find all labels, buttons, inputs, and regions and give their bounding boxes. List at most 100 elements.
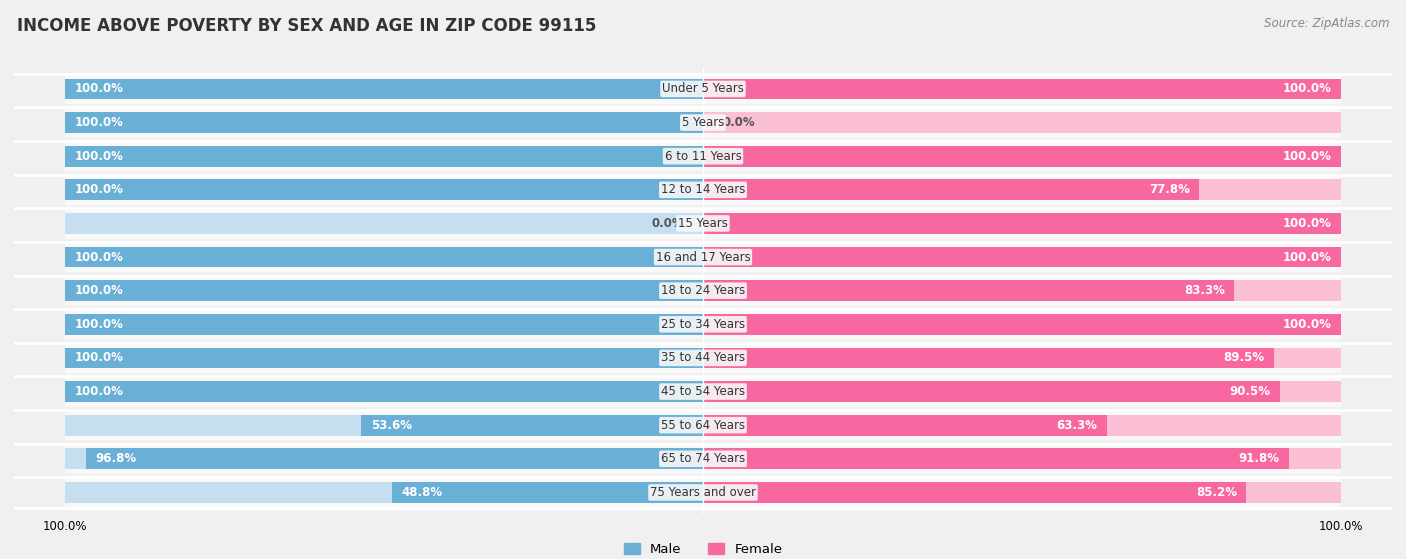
Text: 12 to 14 Years: 12 to 14 Years: [661, 183, 745, 196]
Text: 100.0%: 100.0%: [75, 284, 124, 297]
Text: 100.0%: 100.0%: [1282, 217, 1331, 230]
Text: 55 to 64 Years: 55 to 64 Years: [661, 419, 745, 432]
Text: 35 to 44 Years: 35 to 44 Years: [661, 352, 745, 364]
Bar: [65, 107, 1341, 138]
Text: 83.3%: 83.3%: [1184, 284, 1225, 297]
Bar: [703, 78, 1341, 100]
Bar: [65, 348, 703, 368]
Text: 100.0%: 100.0%: [75, 82, 124, 96]
Text: 85.2%: 85.2%: [1197, 486, 1237, 499]
Text: 91.8%: 91.8%: [1239, 452, 1279, 465]
Bar: [65, 381, 703, 402]
Bar: [703, 482, 1247, 503]
Text: 5 Years: 5 Years: [682, 116, 724, 129]
Bar: [703, 112, 1341, 133]
Text: 48.8%: 48.8%: [401, 486, 443, 499]
Bar: [86, 448, 703, 469]
Bar: [65, 74, 1341, 104]
Bar: [703, 448, 1341, 469]
Text: 100.0%: 100.0%: [1282, 82, 1331, 96]
Bar: [65, 343, 1341, 373]
Text: 89.5%: 89.5%: [1223, 352, 1264, 364]
Text: Under 5 Years: Under 5 Years: [662, 82, 744, 96]
Bar: [703, 348, 1341, 368]
Bar: [703, 213, 1341, 234]
Bar: [703, 247, 1341, 267]
Bar: [65, 146, 703, 167]
Text: 77.8%: 77.8%: [1149, 183, 1189, 196]
Bar: [65, 477, 1341, 508]
Bar: [65, 444, 1341, 474]
Bar: [703, 448, 1288, 469]
Bar: [65, 482, 703, 503]
Bar: [65, 280, 703, 301]
Bar: [65, 309, 1341, 339]
Bar: [703, 280, 1341, 301]
Text: 16 and 17 Years: 16 and 17 Years: [655, 250, 751, 263]
Text: 63.3%: 63.3%: [1056, 419, 1097, 432]
Bar: [65, 179, 703, 200]
Bar: [703, 179, 1199, 200]
Bar: [65, 415, 703, 435]
Bar: [703, 146, 1341, 167]
Bar: [703, 280, 1234, 301]
Text: 100.0%: 100.0%: [75, 352, 124, 364]
Bar: [703, 381, 1281, 402]
Bar: [65, 448, 703, 469]
Bar: [703, 78, 1341, 100]
Bar: [65, 348, 703, 368]
Bar: [361, 415, 703, 435]
Text: Source: ZipAtlas.com: Source: ZipAtlas.com: [1264, 17, 1389, 30]
Text: INCOME ABOVE POVERTY BY SEX AND AGE IN ZIP CODE 99115: INCOME ABOVE POVERTY BY SEX AND AGE IN Z…: [17, 17, 596, 35]
Text: 0.0%: 0.0%: [723, 116, 755, 129]
Bar: [703, 146, 1341, 167]
Bar: [65, 78, 703, 100]
Bar: [65, 314, 703, 335]
Text: 90.5%: 90.5%: [1230, 385, 1271, 398]
Legend: Male, Female: Male, Female: [619, 538, 787, 559]
Bar: [65, 410, 1341, 440]
Text: 100.0%: 100.0%: [1282, 250, 1331, 263]
Bar: [65, 112, 703, 133]
Bar: [65, 314, 703, 335]
Bar: [703, 314, 1341, 335]
Text: 100.0%: 100.0%: [75, 385, 124, 398]
Text: 45 to 54 Years: 45 to 54 Years: [661, 385, 745, 398]
Text: 65 to 74 Years: 65 to 74 Years: [661, 452, 745, 465]
Text: 6 to 11 Years: 6 to 11 Years: [665, 150, 741, 163]
Bar: [703, 348, 1274, 368]
Text: 100.0%: 100.0%: [75, 318, 124, 331]
Text: 100.0%: 100.0%: [75, 250, 124, 263]
Bar: [703, 415, 1107, 435]
Bar: [703, 381, 1341, 402]
Text: 100.0%: 100.0%: [75, 116, 124, 129]
Bar: [65, 276, 1341, 306]
Bar: [392, 482, 703, 503]
Text: 0.0%: 0.0%: [651, 217, 683, 230]
Text: 96.8%: 96.8%: [96, 452, 136, 465]
Bar: [703, 482, 1341, 503]
Bar: [65, 376, 1341, 407]
Text: 100.0%: 100.0%: [1282, 318, 1331, 331]
Bar: [65, 242, 1341, 272]
Bar: [65, 381, 703, 402]
Bar: [65, 141, 1341, 171]
Text: 100.0%: 100.0%: [75, 183, 124, 196]
Bar: [703, 247, 1341, 267]
Bar: [703, 314, 1341, 335]
Text: 18 to 24 Years: 18 to 24 Years: [661, 284, 745, 297]
Bar: [65, 179, 703, 200]
Bar: [65, 78, 703, 100]
Bar: [65, 247, 703, 267]
Bar: [65, 112, 703, 133]
Text: 15 Years: 15 Years: [678, 217, 728, 230]
Bar: [65, 280, 703, 301]
Bar: [65, 146, 703, 167]
Bar: [703, 213, 1341, 234]
Text: 53.6%: 53.6%: [371, 419, 412, 432]
Bar: [703, 415, 1341, 435]
Text: 25 to 34 Years: 25 to 34 Years: [661, 318, 745, 331]
Text: 75 Years and over: 75 Years and over: [650, 486, 756, 499]
Bar: [65, 174, 1341, 205]
Bar: [65, 247, 703, 267]
